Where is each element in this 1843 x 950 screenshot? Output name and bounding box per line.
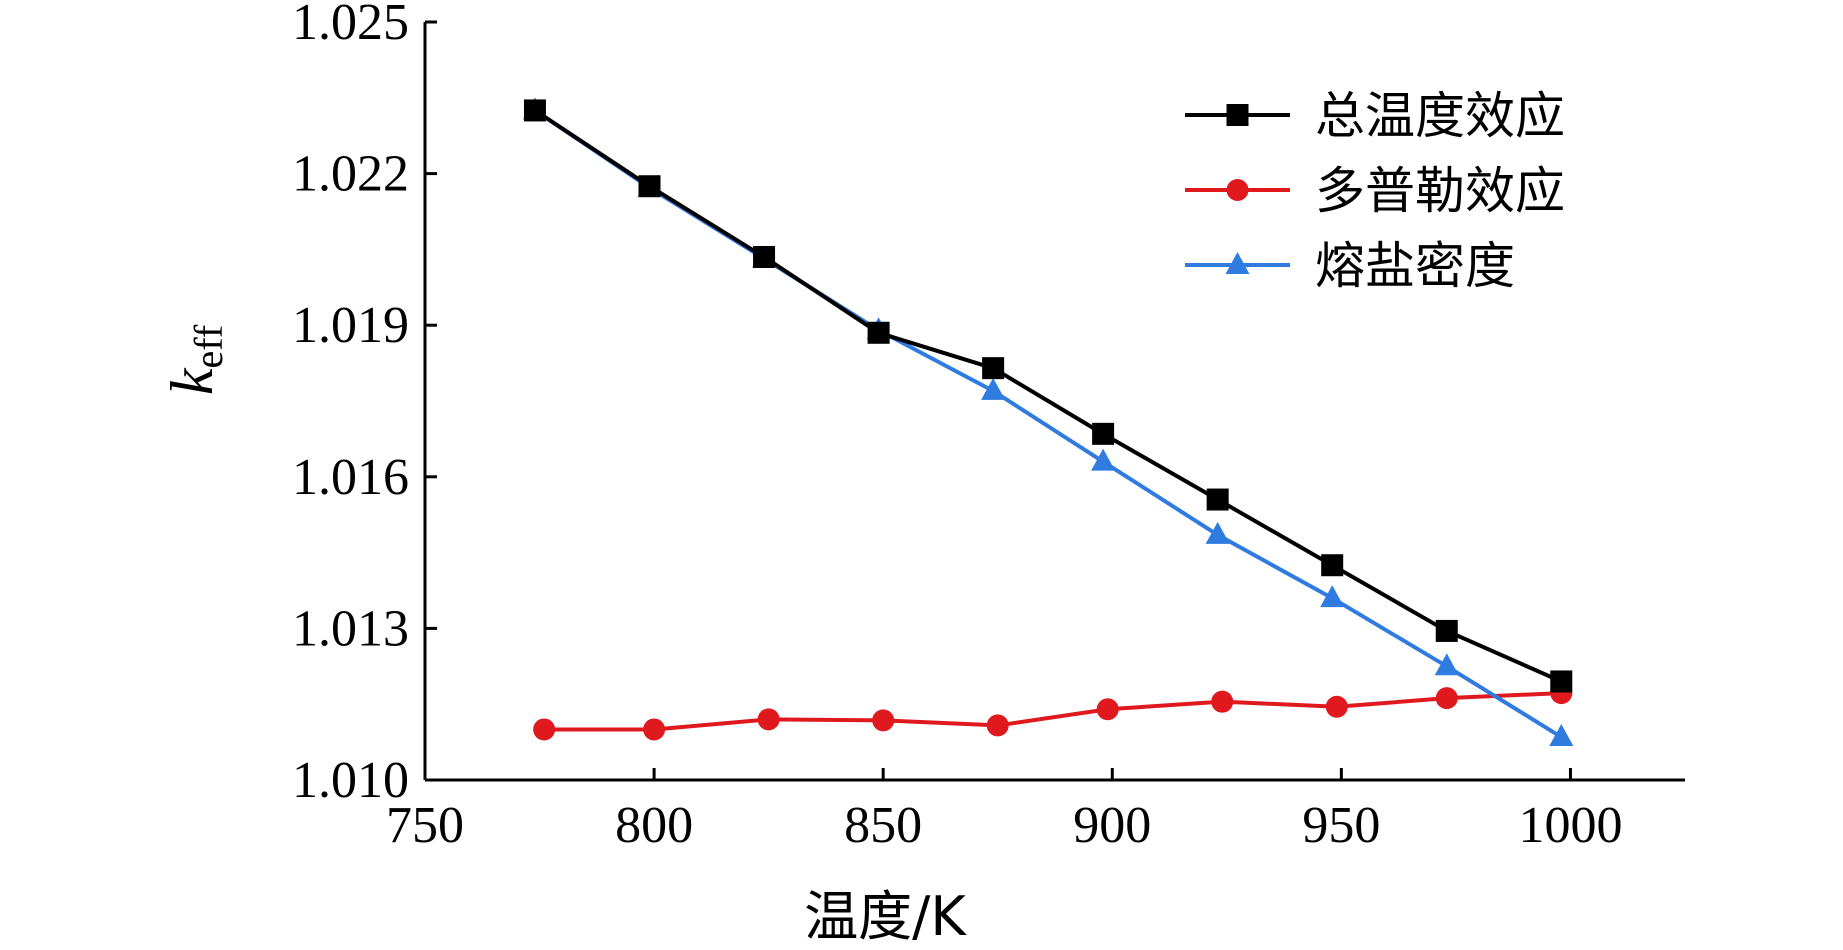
x-tick-label: 1000 xyxy=(1518,797,1622,854)
legend-entry-2: 多普勒效应 xyxy=(1185,162,1565,220)
x-tick-label: 750 xyxy=(386,797,464,854)
data-point xyxy=(533,718,556,741)
x-tick-label: 900 xyxy=(1073,797,1151,854)
legend-marker xyxy=(1225,252,1250,274)
data-point xyxy=(1320,585,1345,608)
data-point xyxy=(1092,422,1115,445)
data-point xyxy=(872,709,895,732)
data-point xyxy=(1096,698,1119,721)
y-axis-ticks: 1.010 1.013 1.016 1.019 1.022 1.025 xyxy=(292,0,437,809)
series-2 xyxy=(533,682,1573,741)
data-point xyxy=(1549,724,1574,747)
x-axis-ticks: 750 800 850 900 950 1000 xyxy=(386,768,1622,854)
data-point xyxy=(638,175,661,198)
data-point xyxy=(981,377,1006,400)
data-point xyxy=(523,99,546,122)
data-point xyxy=(1091,448,1116,471)
data-point xyxy=(753,245,776,268)
data-point xyxy=(1434,653,1459,676)
legend-label: 熔盐密度 xyxy=(1315,237,1515,295)
data-point xyxy=(1321,554,1344,577)
data-point xyxy=(757,708,780,731)
data-point xyxy=(1325,695,1348,718)
legend-entry-3: 熔盐密度 xyxy=(1185,237,1515,295)
data-point xyxy=(982,357,1005,380)
legend-label: 总温度效应 xyxy=(1315,87,1565,145)
data-point xyxy=(986,714,1009,737)
y-tick-label: 1.010 xyxy=(292,752,409,809)
y-axis-title: keff xyxy=(159,324,231,395)
y-tick-label: 1.025 xyxy=(292,0,409,51)
y-tick-label: 1.022 xyxy=(292,146,409,203)
series-layer xyxy=(522,97,1574,747)
data-point xyxy=(1435,687,1458,710)
y-tick-label: 1.013 xyxy=(292,600,409,657)
legend-marker xyxy=(1226,179,1249,201)
legend-entry-1: 总温度效应 xyxy=(1185,87,1565,145)
data-point xyxy=(1435,619,1458,642)
data-point xyxy=(1205,521,1230,544)
legend-label: 多普勒效应 xyxy=(1315,162,1565,220)
legend-marker xyxy=(1226,104,1249,126)
y-axis-title-main: k xyxy=(159,367,225,395)
data-point xyxy=(643,718,666,741)
series-1 xyxy=(523,99,1573,693)
data-point xyxy=(1211,690,1234,713)
series-line xyxy=(544,691,1562,732)
x-tick-label: 850 xyxy=(844,797,922,854)
x-tick-label: 800 xyxy=(615,797,693,854)
y-tick-label: 1.016 xyxy=(292,449,409,506)
x-tick-label: 950 xyxy=(1302,797,1380,854)
axes xyxy=(423,22,1685,782)
data-point xyxy=(1550,670,1573,693)
y-axis-title-subscript: eff xyxy=(186,324,231,368)
data-point xyxy=(867,321,890,344)
y-tick-label: 1.019 xyxy=(292,297,409,354)
x-axis-title: 温度/K xyxy=(804,885,967,948)
series-line xyxy=(533,108,1563,684)
data-point xyxy=(1206,488,1229,511)
